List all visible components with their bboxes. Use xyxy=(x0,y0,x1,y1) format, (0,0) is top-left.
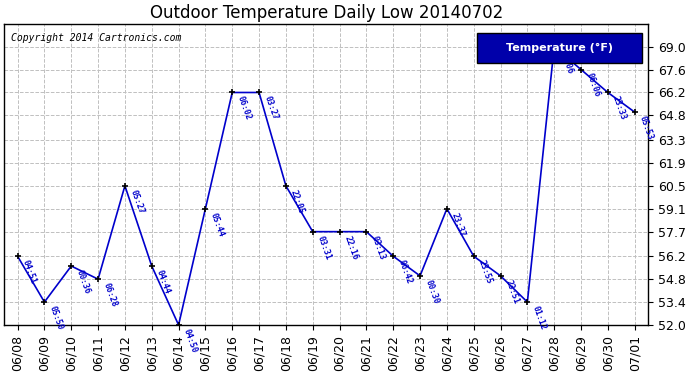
Text: 04:44: 04:44 xyxy=(155,268,172,295)
Text: 04:51: 04:51 xyxy=(21,259,38,285)
Text: 04:50: 04:50 xyxy=(181,327,199,354)
Text: 00:36: 00:36 xyxy=(75,268,92,295)
Text: 06:28: 06:28 xyxy=(101,282,118,308)
Text: 22:16: 22:16 xyxy=(343,234,359,261)
Text: 23:37: 23:37 xyxy=(450,211,467,238)
Text: 23:33: 23:33 xyxy=(611,95,628,122)
Text: 06:02: 06:02 xyxy=(235,95,253,122)
Title: Outdoor Temperature Daily Low 20140702: Outdoor Temperature Daily Low 20140702 xyxy=(150,4,503,22)
Text: 22:05: 22:05 xyxy=(289,188,306,215)
Text: 23:55: 23:55 xyxy=(477,259,494,285)
Text: 05:53: 05:53 xyxy=(638,115,655,141)
Text: 05:50: 05:50 xyxy=(48,304,65,331)
Text: 00:30: 00:30 xyxy=(423,278,440,305)
Text: 03:13: 03:13 xyxy=(370,234,386,261)
Text: 05:27: 05:27 xyxy=(128,188,145,215)
Text: 06:42: 06:42 xyxy=(397,259,413,285)
FancyBboxPatch shape xyxy=(477,33,642,63)
Text: Temperature (°F): Temperature (°F) xyxy=(506,43,613,53)
Text: 06:06: 06:06 xyxy=(558,49,575,76)
Text: 06:06: 06:06 xyxy=(584,72,601,99)
Text: 05:44: 05:44 xyxy=(208,211,226,238)
Text: 23:51: 23:51 xyxy=(504,278,521,305)
Text: Copyright 2014 Cartronics.com: Copyright 2014 Cartronics.com xyxy=(10,33,181,43)
Text: 03:27: 03:27 xyxy=(262,95,279,122)
Text: 03:31: 03:31 xyxy=(316,234,333,261)
Text: 01:12: 01:12 xyxy=(531,304,548,331)
